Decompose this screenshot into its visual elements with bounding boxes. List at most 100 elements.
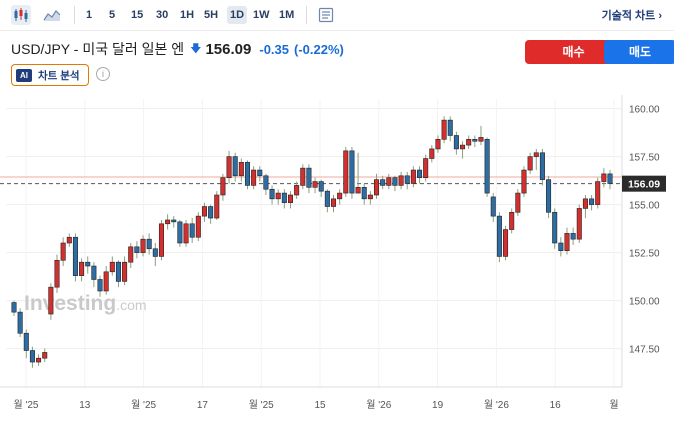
candle-body bbox=[515, 192, 521, 213]
x-tick-label: 월 '25 bbox=[249, 399, 274, 411]
candle-body bbox=[552, 211, 558, 244]
x-tick-label: 월 '26 bbox=[366, 399, 391, 411]
candle-body bbox=[546, 179, 552, 213]
timeframe-15[interactable]: 15 bbox=[131, 9, 144, 21]
x-tick-label: 월 '25 bbox=[131, 399, 156, 411]
indicator-icon[interactable] bbox=[316, 5, 336, 25]
candle-body bbox=[294, 185, 300, 196]
candle-body bbox=[257, 169, 263, 177]
candle-body bbox=[85, 261, 91, 267]
candle-body bbox=[79, 261, 85, 276]
candle-body bbox=[177, 221, 183, 244]
candle-body bbox=[589, 198, 595, 205]
toolbar: 1 5 15 30 1H 5H 1D 1W 1M 기술적 차트 › bbox=[0, 0, 674, 31]
candle-body bbox=[91, 265, 97, 280]
x-tick-label: 13 bbox=[79, 400, 91, 411]
candle-body bbox=[367, 194, 373, 200]
current-price-tag bbox=[622, 175, 666, 192]
candle-body bbox=[48, 286, 54, 315]
timeframe-1[interactable]: 1 bbox=[86, 9, 93, 21]
candle-body bbox=[97, 279, 103, 292]
timeframe-5[interactable]: 5 bbox=[109, 9, 116, 21]
candle-body bbox=[244, 162, 250, 186]
candle-body bbox=[312, 181, 318, 188]
candle-body bbox=[539, 152, 545, 180]
candle-body bbox=[287, 194, 294, 203]
timeframe-30[interactable]: 30 bbox=[156, 9, 169, 21]
price-change: -0.35 bbox=[259, 41, 289, 57]
candle-body bbox=[208, 206, 214, 219]
sell-button[interactable]: 매도 bbox=[604, 40, 674, 64]
candle-body bbox=[306, 167, 312, 188]
candle-body bbox=[29, 350, 35, 363]
candle-body bbox=[423, 158, 429, 179]
candle-body bbox=[263, 175, 269, 190]
candle-body bbox=[484, 139, 490, 194]
candle-body bbox=[472, 139, 478, 142]
candle-body bbox=[201, 206, 207, 217]
x-tick-label: 월 '26 bbox=[484, 399, 509, 411]
candle-body bbox=[447, 119, 453, 136]
candle-body bbox=[195, 215, 201, 238]
candle-body bbox=[330, 198, 337, 207]
timeframe-1w[interactable]: 1W bbox=[253, 9, 270, 21]
candle-body bbox=[72, 236, 78, 276]
candle-body bbox=[152, 248, 158, 257]
x-tick-label: 월 bbox=[609, 399, 618, 411]
candle-body bbox=[318, 181, 324, 192]
timeframe-1d[interactable]: 1D bbox=[227, 6, 248, 24]
candle-body bbox=[122, 261, 128, 282]
x-tick-label: 15 bbox=[314, 400, 326, 411]
candle-body bbox=[54, 259, 60, 288]
x-tick-label: 월 '25 bbox=[13, 399, 38, 411]
candle-body bbox=[11, 302, 17, 313]
candle-body bbox=[275, 192, 281, 200]
candle-body bbox=[36, 357, 42, 363]
candlestick-icon[interactable] bbox=[11, 5, 31, 25]
candle-body bbox=[466, 139, 472, 146]
timeframe-1h[interactable]: 1H bbox=[180, 9, 195, 21]
timeframe-5h[interactable]: 5H bbox=[204, 9, 219, 21]
candle-body bbox=[128, 246, 134, 263]
x-tick-label: 19 bbox=[432, 400, 444, 411]
candle-body bbox=[417, 169, 423, 179]
area-chart-icon[interactable] bbox=[42, 5, 62, 25]
info-icon[interactable]: i bbox=[96, 67, 110, 81]
candle-body bbox=[503, 229, 509, 257]
chart-analysis-button[interactable]: AI 차트 분석 bbox=[11, 64, 89, 86]
candle-body bbox=[441, 119, 447, 140]
candle-body bbox=[17, 311, 23, 334]
candle-body bbox=[410, 169, 416, 184]
y-tick-label: 157.50 bbox=[629, 153, 660, 164]
candle-body bbox=[109, 261, 115, 273]
candle-body bbox=[238, 162, 244, 177]
candle-body bbox=[349, 150, 355, 194]
y-tick-label: 155.00 bbox=[629, 201, 660, 212]
candle-body bbox=[490, 196, 496, 217]
candle-body bbox=[453, 135, 459, 150]
candle-body bbox=[232, 156, 238, 177]
candle-body bbox=[134, 246, 140, 253]
candle-body bbox=[189, 223, 195, 238]
y-tick-label: 160.00 bbox=[629, 105, 660, 116]
candle-body bbox=[380, 179, 386, 186]
candle-body bbox=[226, 156, 232, 179]
candle-body bbox=[576, 208, 582, 240]
candle-body bbox=[361, 187, 367, 200]
technical-chart-link[interactable]: 기술적 차트 › bbox=[601, 10, 662, 22]
y-tick-label: 152.50 bbox=[629, 249, 660, 260]
price-chart[interactable]: 147.50 150.00 152.50 155.00 157.50 160.00 월 '2… bbox=[0, 95, 674, 421]
candle-body bbox=[398, 175, 404, 186]
candle-body bbox=[601, 173, 607, 182]
candle-body bbox=[269, 188, 275, 200]
candle-body bbox=[564, 233, 570, 251]
timeframe-1m[interactable]: 1M bbox=[279, 9, 295, 21]
candle-body bbox=[343, 150, 349, 194]
ai-badge: AI bbox=[16, 68, 32, 82]
instrument-title: USD/JPY - 미국 달러 일본 엔 bbox=[11, 41, 185, 57]
candle-body bbox=[386, 177, 392, 186]
chart-analysis-label: 차트 분석 bbox=[38, 69, 80, 82]
price-change-pct: (-0.22%) bbox=[294, 41, 344, 57]
x-tick-label: 16 bbox=[550, 400, 562, 411]
candle-body bbox=[60, 242, 66, 261]
